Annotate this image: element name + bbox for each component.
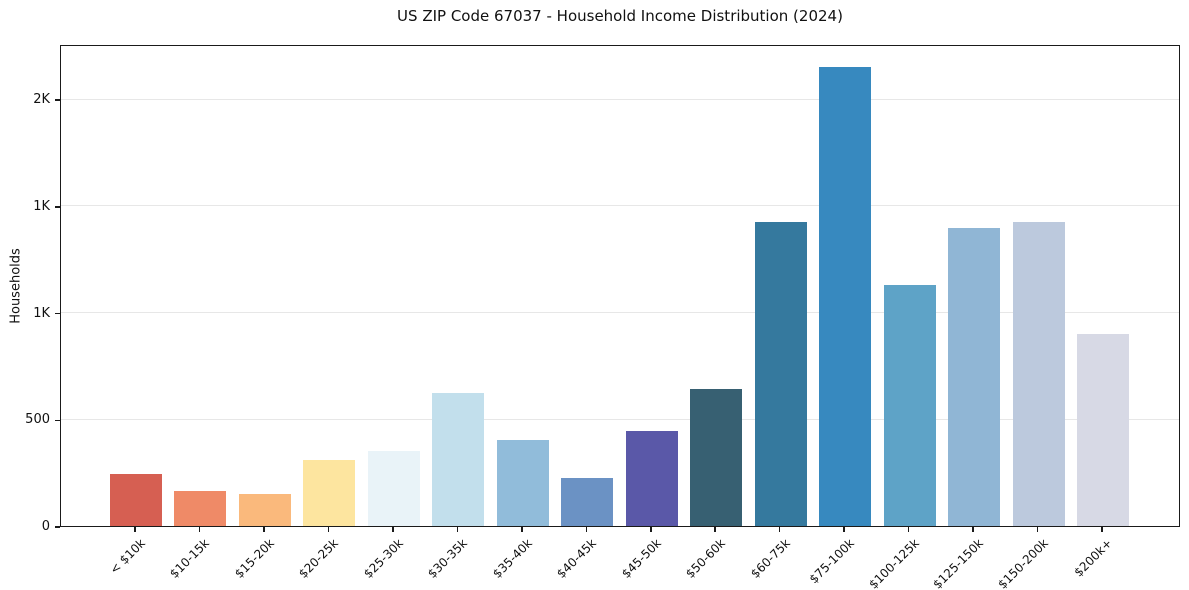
x-tick-mark	[907, 527, 910, 532]
bar-15-20k	[238, 493, 291, 526]
bar-200k	[1077, 333, 1130, 526]
bar-10-15k	[174, 490, 227, 526]
y-tick-mark	[55, 206, 60, 208]
bar-150-200k	[1012, 221, 1065, 526]
bar-50-60k	[690, 389, 743, 526]
bar-25-30k	[367, 451, 420, 526]
x-tick-mark	[521, 527, 523, 532]
x-tick-mark	[972, 527, 974, 532]
bar-75-100k	[819, 67, 872, 526]
y-tick-mark	[55, 419, 60, 422]
y-tick-label: 1K	[33, 305, 50, 321]
bar-35-40k	[496, 439, 549, 526]
gridline-500	[61, 418, 1179, 420]
gridline-2K	[61, 98, 1179, 100]
x-tick-mark	[778, 527, 781, 532]
bar-40-45k	[561, 477, 614, 526]
bar-125-150k	[948, 228, 1001, 526]
x-tick-mark	[263, 527, 265, 532]
y-tick-mark	[55, 526, 60, 528]
y-tick-label: 1K	[33, 198, 50, 214]
x-tick-label: < $10k	[107, 536, 148, 577]
gridline-1K	[61, 312, 1179, 314]
bar-100-125k	[883, 284, 936, 526]
x-tick-mark	[843, 527, 845, 532]
x-tick-mark	[456, 527, 459, 532]
plot-area	[60, 45, 1180, 527]
gridline-1K	[61, 205, 1179, 207]
x-tick-mark	[1101, 527, 1103, 532]
bar-30-35k	[432, 392, 485, 526]
bar-45-50k	[625, 431, 678, 526]
y-tick-label: 500	[25, 412, 50, 428]
y-tick-mark	[55, 99, 60, 101]
chart-title: US ZIP Code 67037 - Household Income Dis…	[397, 7, 843, 25]
y-tick-label: 0	[41, 519, 50, 534]
y-tick-label: 2K	[33, 92, 50, 108]
x-tick-mark	[1036, 527, 1039, 532]
x-tick-mark	[392, 527, 394, 532]
x-tick-mark	[134, 527, 136, 532]
x-tick-mark	[650, 527, 652, 532]
y-tick-mark	[55, 312, 60, 315]
bar-10k	[110, 473, 162, 526]
x-tick-mark	[198, 527, 201, 532]
bar-60-75k	[754, 221, 807, 526]
x-tick-mark	[327, 527, 330, 532]
bar-20-25k	[303, 459, 356, 526]
x-tick-mark	[714, 527, 716, 532]
x-tick-mark	[585, 527, 588, 532]
